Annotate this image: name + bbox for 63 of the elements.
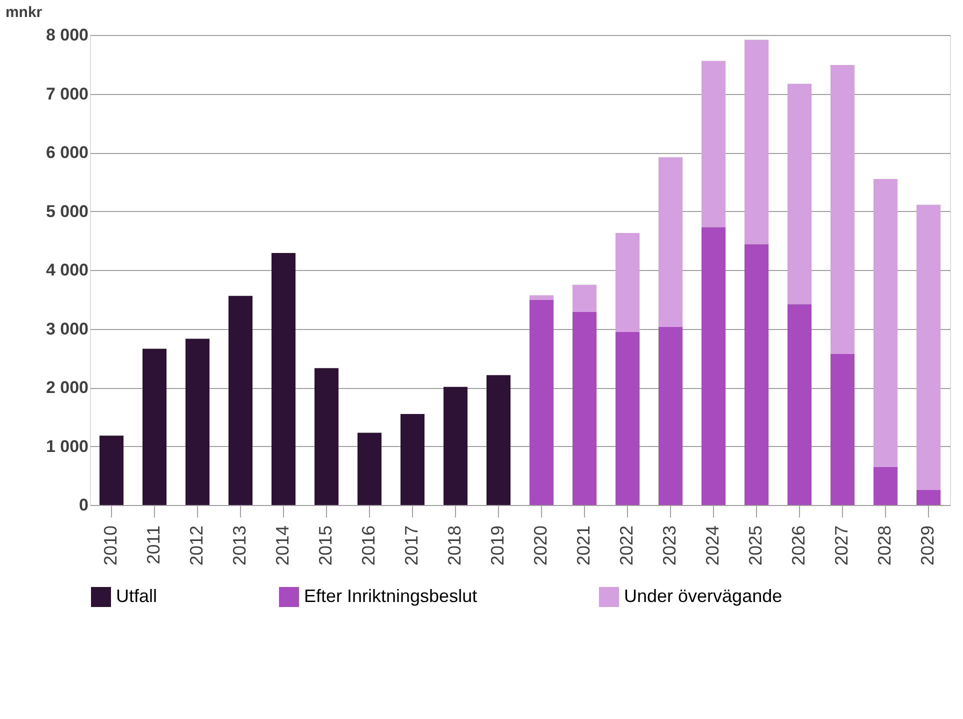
bar	[400, 414, 424, 505]
x-tick-label: 2013	[230, 526, 250, 566]
x-tick-label: 2025	[746, 526, 766, 566]
bar	[486, 375, 510, 505]
bar	[228, 296, 252, 505]
bar	[100, 436, 124, 505]
y-tick-label: 0	[79, 496, 88, 514]
y-tick-label: 5 000	[46, 202, 88, 221]
y-tick-label: 2 000	[46, 378, 88, 397]
bar	[272, 252, 296, 505]
x-tick-label: 2022	[616, 526, 636, 566]
y-tick-label: 8 000	[46, 26, 88, 44]
bar	[616, 232, 640, 332]
y-tick-label: 4 000	[46, 260, 88, 280]
bar	[702, 227, 726, 505]
bar	[744, 244, 768, 505]
legend-label: Efter Inriktningsbeslut	[304, 586, 478, 606]
bar	[186, 338, 210, 505]
x-tick-label: 2021	[574, 526, 594, 566]
bar	[744, 40, 768, 244]
x-tick-label: 2018	[444, 526, 464, 566]
legend-label: Utfall	[116, 586, 158, 606]
bar	[788, 84, 812, 304]
bar	[358, 432, 382, 505]
bar	[788, 304, 812, 505]
bar	[874, 178, 898, 467]
bar	[830, 64, 854, 354]
x-tick-label: 2012	[186, 526, 206, 566]
x-tick-label: 2023	[660, 526, 680, 566]
bar	[658, 157, 682, 327]
x-tick-label: 2019	[488, 526, 508, 566]
y-tick-label: 7 000	[46, 84, 88, 104]
x-tick-label: 2027	[832, 526, 852, 566]
x-tick-label: 2014	[272, 526, 292, 566]
x-tick-label: 2011	[144, 526, 164, 564]
legend-label: Under övervägande	[624, 586, 782, 606]
x-tick-label: 2010	[100, 526, 120, 566]
bar	[530, 300, 554, 505]
bar	[142, 348, 166, 505]
bar	[658, 326, 682, 505]
y-tick-label: 6 000	[46, 143, 88, 162]
bar	[530, 295, 554, 300]
bar	[702, 60, 726, 228]
bar	[314, 368, 338, 505]
x-tick-label: 2024	[702, 526, 722, 566]
x-tick-label: 2026	[788, 526, 808, 566]
x-tick-label: 2017	[402, 526, 422, 566]
bar	[830, 354, 854, 505]
bar	[444, 386, 468, 505]
bar	[874, 466, 898, 505]
y-axis-title: mnkr	[5, 4, 42, 21]
bar	[916, 490, 940, 505]
x-tick-label: 2020	[530, 526, 550, 566]
bar	[572, 284, 596, 312]
y-tick-label: 3 000	[46, 319, 88, 338]
y-tick-label: 1 000	[46, 436, 88, 456]
x-tick-label: 2016	[358, 526, 378, 566]
bar	[572, 312, 596, 505]
x-tick-label: 2028	[874, 526, 894, 566]
bar	[616, 332, 640, 505]
x-tick-label: 2029	[918, 526, 938, 566]
x-tick-label: 2015	[316, 526, 336, 566]
bar	[916, 204, 940, 490]
